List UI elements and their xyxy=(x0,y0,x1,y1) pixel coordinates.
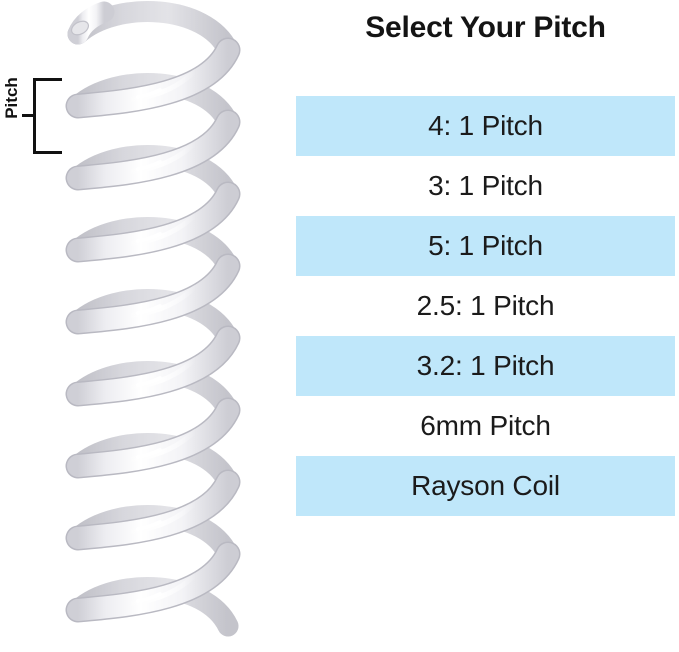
pitch-option-label: Rayson Coil xyxy=(411,470,560,501)
coil-product-image xyxy=(56,0,256,652)
pitch-option-label: 3: 1 Pitch xyxy=(428,170,543,201)
bracket-arm-bottom xyxy=(33,151,62,154)
pitch-option-label: 4: 1 Pitch xyxy=(428,110,543,141)
pitch-option-1[interactable]: 3: 1 Pitch xyxy=(296,156,675,216)
pitch-option-list[interactable]: 4: 1 Pitch 3: 1 Pitch 5: 1 Pitch 2.5: 1 … xyxy=(296,96,675,516)
pitch-option-2[interactable]: 5: 1 Pitch xyxy=(296,216,675,276)
pitch-option-0[interactable]: 4: 1 Pitch xyxy=(296,96,675,156)
bracket-center-tick xyxy=(22,114,34,117)
measurement-bracket-icon xyxy=(22,78,62,154)
pitch-option-4[interactable]: 3.2: 1 Pitch xyxy=(296,336,675,396)
pitch-label: Pitch xyxy=(2,77,21,119)
page-title: Select Your Pitch xyxy=(365,11,606,44)
pitch-option-label: 6mm Pitch xyxy=(420,410,551,441)
coil-illustration xyxy=(65,1,241,637)
pitch-option-label: 2.5: 1 Pitch xyxy=(416,290,555,321)
pitch-option-label: 3.2: 1 Pitch xyxy=(416,350,555,381)
bracket-spine xyxy=(33,78,36,154)
pitch-selection-panel: Select Your Pitch 4: 1 Pitch 3: 1 Pitch … xyxy=(296,0,675,645)
bracket-arm-top xyxy=(33,78,62,81)
pitch-option-3[interactable]: 2.5: 1 Pitch xyxy=(296,276,675,336)
pitch-annotation: Pitch xyxy=(0,0,62,645)
pitch-option-label: 5: 1 Pitch xyxy=(428,230,543,261)
pitch-option-6[interactable]: Rayson Coil xyxy=(296,456,675,516)
pitch-option-5[interactable]: 6mm Pitch xyxy=(296,396,675,456)
